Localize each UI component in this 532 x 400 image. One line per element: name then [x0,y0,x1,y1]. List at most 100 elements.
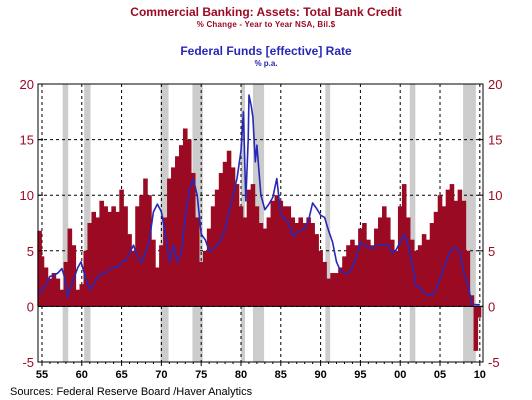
bar-27 [143,178,148,307]
bar-39 [190,172,196,307]
bar-19 [111,206,116,307]
bar-36 [179,145,184,307]
bar-83 [366,239,371,307]
bar-79 [350,239,355,307]
bar-98 [425,239,431,307]
bar-97 [421,234,427,307]
ytick-label-left-10: 10 [20,188,34,203]
xtick-label-80: 80 [235,369,247,381]
xtick-label-70: 70 [155,369,167,381]
bar-26 [139,195,144,307]
ytick-label-right-20: 20 [488,77,502,92]
bar-56 [258,223,264,307]
bar-93 [405,217,411,307]
plot-frame [37,83,484,363]
bar-13 [87,223,93,307]
bar-86 [378,217,383,307]
right-y-axis-ticks: -5 0 5 10 15 20 [478,77,502,370]
left-y-axis-ticks: -5 0 5 10 15 20 [20,77,43,370]
bar-55 [254,206,260,307]
bar-6 [59,289,65,307]
bar-94 [409,239,415,307]
bar-99 [429,223,435,307]
bar-15 [95,217,100,307]
ytick-label-left--5: -5 [22,355,34,370]
bar-71 [318,250,323,307]
bar-68 [306,217,311,307]
overlay-title: Federal Funds [effective] Rate [180,44,352,58]
bar-53 [246,189,252,307]
ytick-label-right-0: 0 [488,299,495,314]
bar-23 [127,234,132,307]
bar-57 [262,228,268,307]
bar-59 [270,200,276,307]
bar-89 [389,239,395,307]
recession-band-1 [84,84,91,362]
bar-107 [461,200,467,307]
bar-18 [107,211,112,307]
bar-67 [302,223,307,307]
bar-17 [103,206,108,307]
xtick-label-65: 65 [115,369,127,381]
bar-44 [210,206,216,307]
bar-24 [131,250,136,307]
bar-106 [457,189,463,307]
bar-81 [358,228,363,307]
ytick-label-left-15: 15 [20,133,34,148]
bar-92 [401,184,407,307]
bar-49 [230,167,236,307]
bar-34 [171,167,176,307]
bar-82 [362,223,367,307]
recession-band-0 [62,84,69,362]
bar-33 [167,178,172,307]
ytick-label-right--5: -5 [488,355,500,370]
ytick-label-right-10: 10 [488,188,502,203]
xtick-label-75: 75 [195,369,207,381]
bar-73 [326,278,331,307]
bar-91 [397,206,403,307]
bar-66 [298,217,303,307]
bar-30 [155,267,160,307]
bar-45 [214,189,220,307]
bar-52 [242,217,248,307]
bar-22 [123,206,128,307]
ytick-label-left-20: 20 [20,77,34,92]
bar-42 [202,250,208,307]
bar-60 [274,195,280,307]
xtick-label-60: 60 [76,369,88,381]
bar-78 [346,245,351,307]
bar-76 [338,267,343,307]
bar-75 [334,273,339,307]
bar-29 [151,239,156,307]
bar-87 [381,206,387,307]
bar-103 [445,189,451,307]
bar-40 [194,217,200,307]
bar-111 [476,306,482,318]
bar-72 [322,261,327,307]
bar-85 [374,228,379,307]
bar-69 [310,223,315,307]
source-note: Sources: Federal Reserve Board /Haver An… [10,386,253,398]
bar-11 [79,284,85,307]
bar-2 [43,267,49,307]
xtick-label-85: 85 [275,369,287,381]
bar-64 [290,217,296,307]
bar-90 [393,250,399,307]
bar-48 [226,150,232,307]
bar-101 [437,195,443,307]
xtick-label-95: 95 [354,369,366,381]
bar-0 [37,230,42,307]
bar-95 [413,250,419,307]
bar-58 [266,217,272,307]
bar-104 [449,184,455,307]
x-axis-ticks: 55 60 65 70 75 80 85 90 95 00 05 10 [36,362,486,381]
bar-100 [433,211,439,307]
ytick-label-right-5: 5 [488,244,495,259]
overlay-subtitle: % p.a. [254,59,278,68]
bar-110 [473,306,479,351]
bar-84 [370,245,375,307]
bar-43 [206,228,212,307]
bar-50 [234,184,240,307]
bar-77 [342,256,347,307]
